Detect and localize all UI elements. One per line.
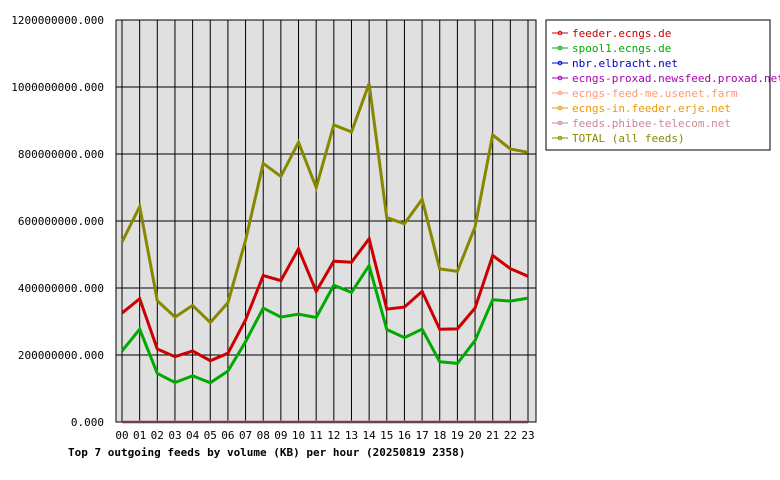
x-tick-label: 23 xyxy=(521,429,534,442)
x-tick-label: 16 xyxy=(398,429,411,442)
x-tick-label: 17 xyxy=(415,429,428,442)
legend: feeder.ecngs.de spool1.ecngs.de nbr.elbrac… xyxy=(545,19,780,151)
legend-marker xyxy=(557,75,563,81)
y-tick-label: 1200000000.000 xyxy=(11,14,104,27)
legend-marker xyxy=(557,45,563,51)
legend-label: ecngs-proxad.newsfeed.proxad.net xyxy=(572,72,780,85)
plot-border xyxy=(115,19,537,423)
grid xyxy=(116,19,536,423)
x-tick-label: 04 xyxy=(186,429,200,442)
x-tick-label: 03 xyxy=(168,429,181,442)
x-tick-label: 12 xyxy=(327,429,340,442)
legend-marker xyxy=(557,135,563,141)
x-tick-label: 11 xyxy=(310,429,323,442)
y-tick-label: 1000000000.000 xyxy=(11,81,104,94)
x-tick-label: 18 xyxy=(433,429,446,442)
x-tick-label: 20 xyxy=(468,429,481,442)
y-tick-label: 600000000.000 xyxy=(18,215,104,228)
x-tick-label: 09 xyxy=(274,429,287,442)
x-tick-label: 01 xyxy=(133,429,146,442)
legend-label: ecngs-feed-me.usenet.farm xyxy=(572,87,738,100)
series-line xyxy=(120,83,529,325)
y-tick-label: 200000000.000 xyxy=(18,349,104,362)
y-tick-label: 0.000 xyxy=(71,416,104,429)
x-tick-label: 19 xyxy=(451,429,464,442)
x-tick-label: 06 xyxy=(221,429,234,442)
legend-marker xyxy=(557,60,563,66)
legend-label: feeds.phibee-telecom.net xyxy=(572,117,731,130)
y-tick-label: 400000000.000 xyxy=(18,282,104,295)
x-tick-label: 08 xyxy=(257,429,270,442)
legend-marker xyxy=(557,90,563,96)
legend-marker xyxy=(557,105,563,111)
chart-title: Top 7 outgoing feeds by volume (KB) per … xyxy=(68,446,465,459)
x-tick-label: 05 xyxy=(204,429,217,442)
x-axis: 00 01 02 03 04 05 06 07 08 09 10 11 12 13 14 15 16 17 18 19… xyxy=(115,429,534,442)
x-tick-label: 07 xyxy=(239,429,252,442)
x-tick-label: 22 xyxy=(504,429,517,442)
legend-label: TOTAL (all feeds) xyxy=(572,132,685,145)
x-tick-label: 13 xyxy=(345,429,358,442)
series-line xyxy=(121,235,529,363)
x-tick-label: 00 xyxy=(115,429,128,442)
y-axis: 0.000 200000000.000 400000000.000 600000000… xyxy=(11,14,104,429)
y-tick-label: 800000000.000 xyxy=(18,148,104,161)
x-tick-label: 10 xyxy=(292,429,305,442)
x-tick-label: 21 xyxy=(486,429,499,442)
legend-box xyxy=(545,19,771,151)
legend-label: nbr.elbracht.net xyxy=(572,57,678,70)
legend-marker xyxy=(557,120,563,126)
legend-label: spool1.ecngs.de xyxy=(572,42,671,55)
legend-label: feeder.ecngs.de xyxy=(572,27,671,40)
x-tick-label: 15 xyxy=(380,429,393,442)
x-tick-label: 14 xyxy=(363,429,377,442)
legend-label: ecngs-in.feeder.erje.net xyxy=(572,102,731,115)
legend-marker xyxy=(557,30,563,36)
x-tick-label: 02 xyxy=(151,429,164,442)
series-line xyxy=(120,262,529,385)
